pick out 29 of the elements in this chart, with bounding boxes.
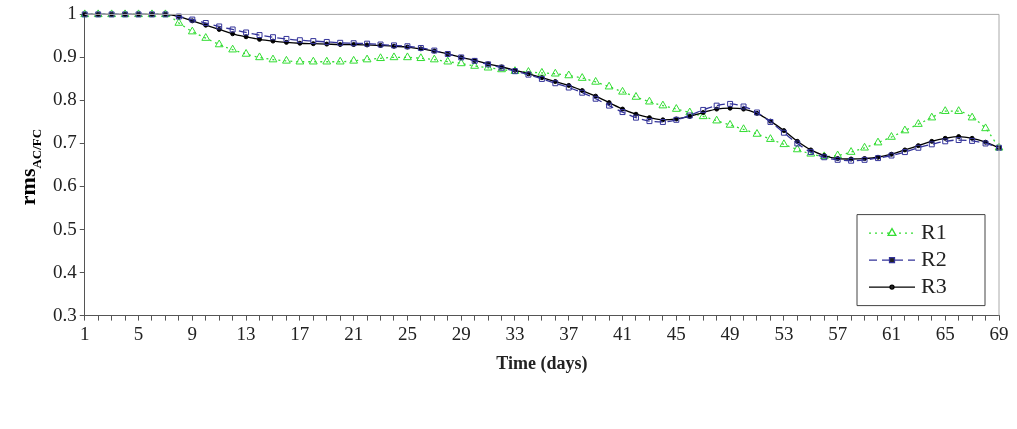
x-tick-label: 13 [236, 322, 256, 344]
x-tick-label: 37 [559, 322, 579, 344]
x-tick-label: 65 [935, 322, 955, 344]
x-tick-label: 33 [505, 322, 525, 344]
x-tick-label: 25 [397, 322, 417, 344]
y-tick-label: 0.5 [53, 217, 77, 239]
legend-label: R3 [921, 272, 947, 298]
x-tick-label: 5 [133, 322, 144, 344]
x-tick-label: 45 [666, 322, 686, 344]
x-tick-label: 17 [290, 322, 310, 344]
x-tick-label: 53 [774, 322, 794, 344]
x-tick-label: 9 [187, 322, 198, 344]
y-tick-label: 1 [67, 2, 77, 24]
y-tick-label: 0.8 [53, 88, 77, 110]
y-tick-label: 0.7 [53, 131, 77, 153]
y-tick-label: 0.6 [53, 174, 77, 196]
y-tick-label: 0.3 [53, 303, 77, 325]
x-tick-label: 69 [989, 322, 1009, 344]
x-tick-label: 41 [613, 322, 633, 344]
legend-label: R2 [921, 245, 947, 271]
x-tick-label: 49 [720, 322, 740, 344]
y-tick-label: 0.9 [53, 45, 77, 67]
legend-label: R1 [921, 218, 947, 244]
x-tick-label: 21 [344, 322, 364, 344]
x-tick-label: 29 [451, 322, 471, 344]
x-tick-label: 61 [881, 322, 901, 344]
y-tick-label: 0.4 [53, 260, 78, 282]
x-tick-label: 57 [828, 322, 848, 344]
x-axis-title: Time (days) [496, 352, 588, 374]
